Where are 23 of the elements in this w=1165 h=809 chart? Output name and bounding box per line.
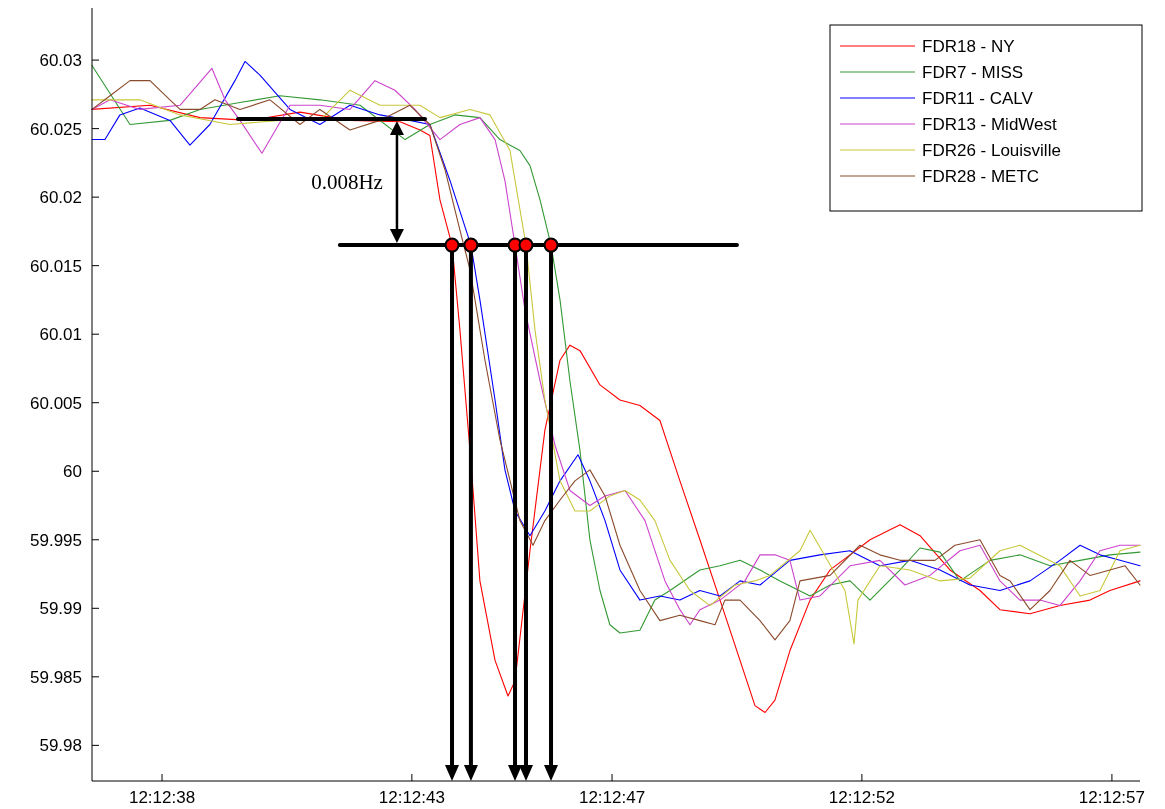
legend-label: FDR28 - METC [922, 166, 1040, 186]
y-tick-label: 60.03 [39, 51, 82, 71]
legend-label: FDR7 - MISS [922, 62, 1024, 82]
y-tick-label: 60.005 [30, 393, 82, 413]
legend-label: FDR18 - NY [922, 36, 1015, 56]
y-tick-label: 60.01 [39, 325, 82, 345]
annotation: 0.008Hz [311, 170, 383, 195]
legend-label: FDR11 - CALV [922, 88, 1034, 108]
y-tick-label: 59.98 [39, 736, 82, 756]
x-tick-label: 12:12:43 [378, 788, 445, 807]
x-tick-label: 12:12:57 [1078, 788, 1146, 807]
legend-label: FDR13 - MidWest [922, 114, 1058, 134]
x-tick-label: 12:12:47 [578, 788, 646, 807]
y-tick-label: 59.99 [39, 599, 82, 619]
y-tick-label: 60 [63, 462, 82, 482]
y-tick-label: 60.025 [30, 119, 82, 139]
y-tick-label: 59.985 [30, 667, 82, 687]
y-tick-label: 59.995 [30, 530, 82, 550]
x-tick-label: 12:12:38 [128, 788, 196, 807]
legend-label: FDR26 - Louisville [922, 140, 1061, 160]
y-tick-label: 60.02 [39, 188, 82, 208]
y-tick-label: 60.015 [30, 256, 82, 276]
x-tick-label: 12:12:52 [828, 788, 895, 807]
